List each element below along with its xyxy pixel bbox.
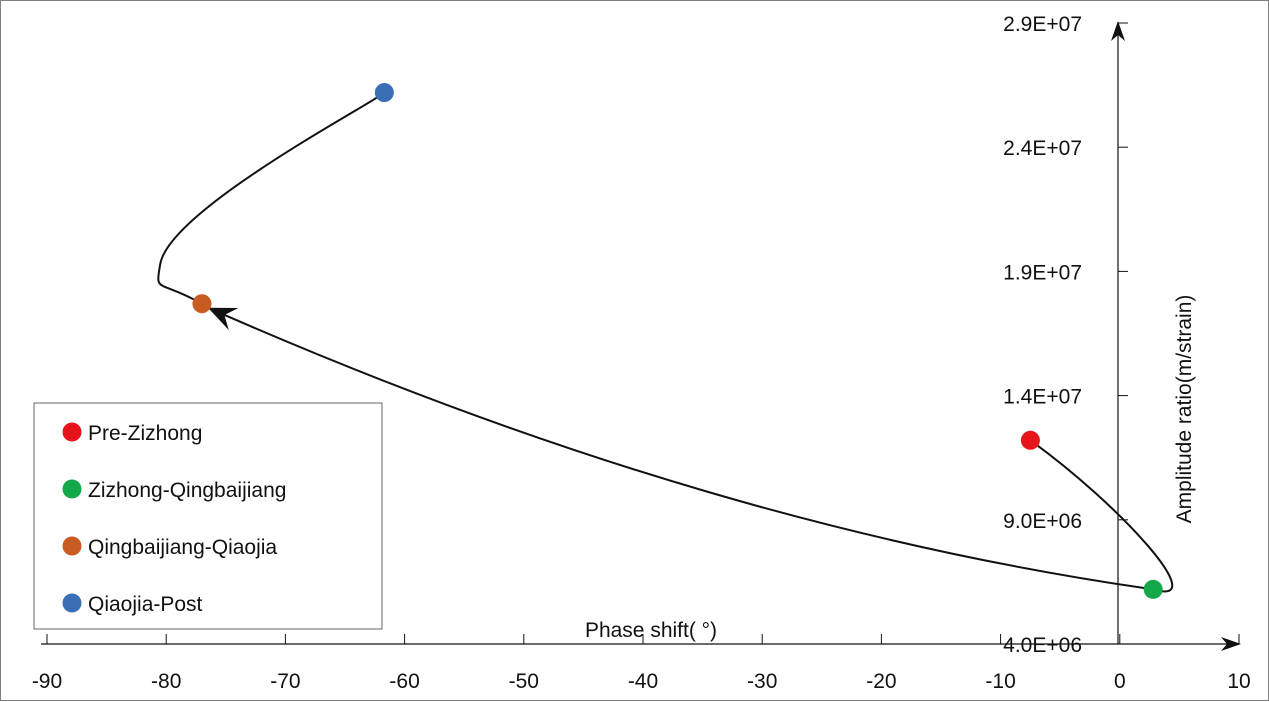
x-tick-label: -80 — [151, 670, 181, 693]
legend-entry: Qiaojia-Post — [88, 593, 203, 616]
curve-segment-zizhong-to-qingbaijiang — [207, 306, 1154, 591]
y-tick-label: 2.9E+07 — [1003, 13, 1082, 36]
curve-segment-qingbaijiang-to-post — [157, 91, 386, 305]
curve-segment-pre-to-zizhong — [1029, 439, 1174, 593]
data-point-zizhong-qingbaijiang — [1143, 579, 1163, 599]
trajectory-curve — [157, 91, 1174, 593]
x-tick-label: -40 — [628, 670, 658, 693]
legend-marker — [62, 593, 82, 613]
x-tick-label: 0 — [1114, 670, 1126, 693]
x-tick-label: -50 — [509, 670, 539, 693]
x-tick-label: -60 — [389, 670, 419, 693]
legend-entry: Qingbaijiang-Qiaojia — [88, 536, 277, 559]
x-tick-label: 10 — [1227, 670, 1250, 693]
x-axis: -90 -80 -70 -60 -50 -40 -30 -20 -10 0 10 — [32, 634, 1251, 693]
legend: Pre-Zizhong Zizhong-Qingbaijiang Qingbaiji… — [33, 402, 383, 630]
legend-box — [33, 402, 383, 630]
legend-marker — [62, 422, 82, 442]
y-tick-label: 1.9E+07 — [1003, 261, 1082, 284]
legend-entry: Pre-Zizhong — [88, 422, 202, 445]
x-axis-title: Phase shift( °) — [585, 619, 717, 642]
data-point-qiaojia-post — [374, 83, 394, 103]
data-point-qingbaijiang-qiaojia — [192, 294, 212, 314]
y-axis-title: Amplitude ratio(m/strain) — [1173, 295, 1196, 524]
x-tick-label: -20 — [866, 670, 896, 693]
x-tick-label: -70 — [270, 670, 300, 693]
legend-entry: Zizhong-Qingbaijiang — [88, 479, 286, 502]
legend-marker — [62, 536, 82, 556]
legend-marker — [62, 479, 82, 499]
curve-arrowhead — [207, 307, 239, 330]
y-tick-label: 4.0E+06 — [1003, 634, 1082, 657]
y-tick-label: 9.0E+06 — [1003, 510, 1082, 533]
x-tick-label: -30 — [747, 670, 777, 693]
y-axis: 4.0E+06 9.0E+06 1.4E+07 1.9E+07 2.4E+07 2.9E+… — [1003, 13, 1128, 657]
data-points — [192, 83, 1163, 599]
y-tick-label: 1.4E+07 — [1003, 386, 1082, 409]
data-point-pre-zizhong — [1020, 430, 1040, 450]
y-tick-label: 2.4E+07 — [1003, 137, 1082, 160]
x-tick-label: -10 — [985, 670, 1015, 693]
x-tick-label: -90 — [32, 670, 62, 693]
